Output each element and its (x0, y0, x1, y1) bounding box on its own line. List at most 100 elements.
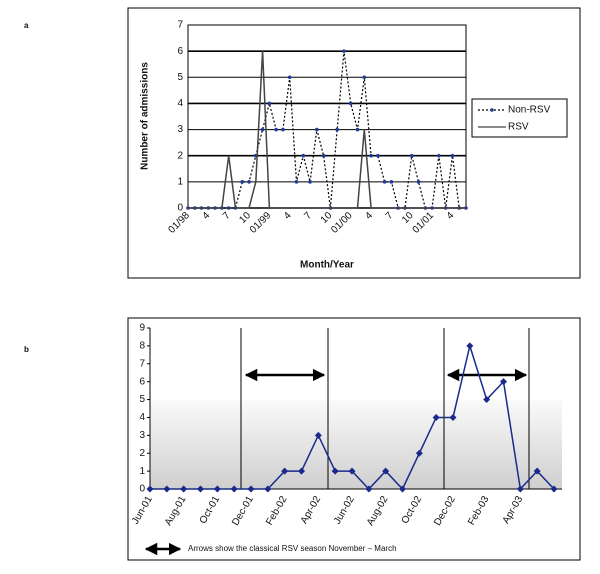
point (365, 485, 373, 493)
point (449, 413, 457, 421)
x-tick-label: 7 (384, 210, 396, 222)
panel-frame (127, 317, 581, 561)
point (213, 485, 221, 493)
point (314, 431, 322, 439)
point (533, 467, 541, 475)
x-tick-label: 10 (319, 210, 335, 226)
y-tick-label: 3 (139, 430, 145, 441)
point (294, 180, 299, 184)
panel-label: a (24, 21, 29, 30)
x-tick-label: Apr-03 (501, 494, 526, 526)
x-tick-label: Feb-02 (264, 494, 290, 527)
point (415, 449, 423, 457)
y-tick-label: 7 (177, 20, 183, 31)
x-axis-label: Month/Year (300, 260, 354, 271)
point (298, 467, 305, 475)
point (260, 127, 265, 132)
point (240, 180, 245, 184)
point (500, 378, 507, 386)
point (226, 206, 231, 210)
annotation: Arrows show the classical RSV season Nov… (188, 544, 397, 553)
x-tick-label: 01/99 (248, 210, 274, 236)
x-tick-label: Oct-02 (400, 494, 425, 526)
point (466, 342, 474, 350)
point (382, 180, 387, 184)
y-tick-label: 8 (139, 341, 145, 352)
point (315, 127, 319, 132)
x-tick-label: Dec-02 (432, 494, 458, 528)
legend-label: RSV (508, 122, 529, 133)
y-tick-label: 1 (139, 466, 145, 477)
point (264, 485, 272, 493)
point (281, 127, 285, 132)
point (342, 49, 346, 53)
point (516, 485, 524, 493)
point (348, 467, 356, 475)
x-tick-label: Apr-02 (299, 494, 324, 526)
x-tick-label: 01/98 (167, 210, 193, 236)
x-tick-label: Feb-03 (466, 494, 492, 527)
x-tick-label: 7 (221, 210, 233, 222)
y-tick-label: 9 (139, 323, 145, 334)
point (335, 127, 339, 132)
point (348, 101, 353, 106)
x-tick-label: 01/00 (329, 210, 355, 236)
point (197, 485, 204, 493)
data-line (188, 51, 466, 209)
y-axis-label: Number of admissions (140, 62, 151, 170)
y-tick-label: 5 (139, 394, 145, 405)
point (450, 153, 455, 158)
x-tick-label: Aug-02 (365, 494, 391, 528)
y-tick-label: 0 (177, 203, 183, 214)
point (369, 153, 373, 158)
x-tick-label: 10 (237, 210, 253, 226)
point (490, 108, 494, 112)
y-tick-label: 1 (177, 176, 183, 187)
point (247, 180, 251, 184)
x-tick-label: 4 (201, 210, 213, 222)
point (230, 485, 238, 493)
point (389, 180, 394, 184)
point (180, 485, 188, 493)
legend-label: Non-RSV (508, 105, 551, 116)
point (399, 485, 406, 493)
x-tick-label: 7 (302, 210, 314, 222)
x-tick-label: Dec-01 (230, 494, 256, 528)
x-tick-label: 4 (363, 210, 375, 222)
point (382, 467, 390, 475)
point (308, 180, 312, 184)
x-tick-label: Aug-01 (163, 494, 189, 528)
point (247, 485, 255, 493)
y-tick-label: 4 (177, 98, 183, 109)
panel-label: b (24, 345, 29, 354)
plot-shade (150, 400, 562, 489)
y-tick-label: 3 (177, 124, 183, 135)
y-tick-label: 6 (177, 46, 183, 57)
legend-box (471, 98, 568, 138)
point (163, 485, 171, 493)
x-tick-label: 4 (445, 210, 457, 222)
x-tick-label: Jun-01 (130, 494, 155, 526)
y-tick-label: 2 (177, 150, 183, 161)
y-tick-label: 7 (139, 358, 145, 369)
data-line (188, 51, 466, 209)
point (376, 153, 380, 158)
point (409, 153, 414, 158)
point (355, 127, 360, 132)
point (287, 75, 292, 80)
x-tick-label: Oct-01 (198, 494, 223, 526)
panel-frame (127, 7, 581, 279)
point (483, 396, 491, 404)
x-tick-label: 10 (400, 210, 416, 226)
point (432, 413, 440, 421)
y-tick-label: 2 (139, 448, 145, 459)
point (331, 467, 339, 475)
point (281, 467, 289, 475)
season-lines (240, 328, 530, 489)
point (301, 153, 306, 158)
point (274, 127, 278, 132)
point (321, 153, 326, 158)
x-tick-label: 4 (282, 210, 294, 222)
point (416, 180, 421, 184)
